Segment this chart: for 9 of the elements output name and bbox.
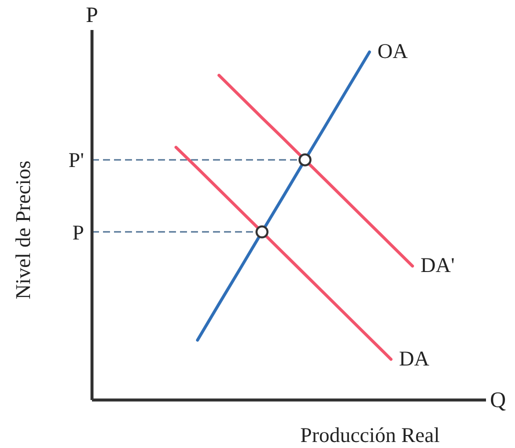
series-label: DA' <box>420 253 455 278</box>
series-label: DA <box>399 346 430 370</box>
y-axis-title: Nivel de Precios <box>11 160 35 300</box>
x-axis-title: Producción Real <box>300 423 440 447</box>
series-label: OA <box>378 39 409 63</box>
ref-line-label: P' <box>68 148 84 172</box>
ref-line-label: P <box>72 220 84 244</box>
text: P <box>86 2 98 27</box>
text: Q <box>490 387 506 412</box>
